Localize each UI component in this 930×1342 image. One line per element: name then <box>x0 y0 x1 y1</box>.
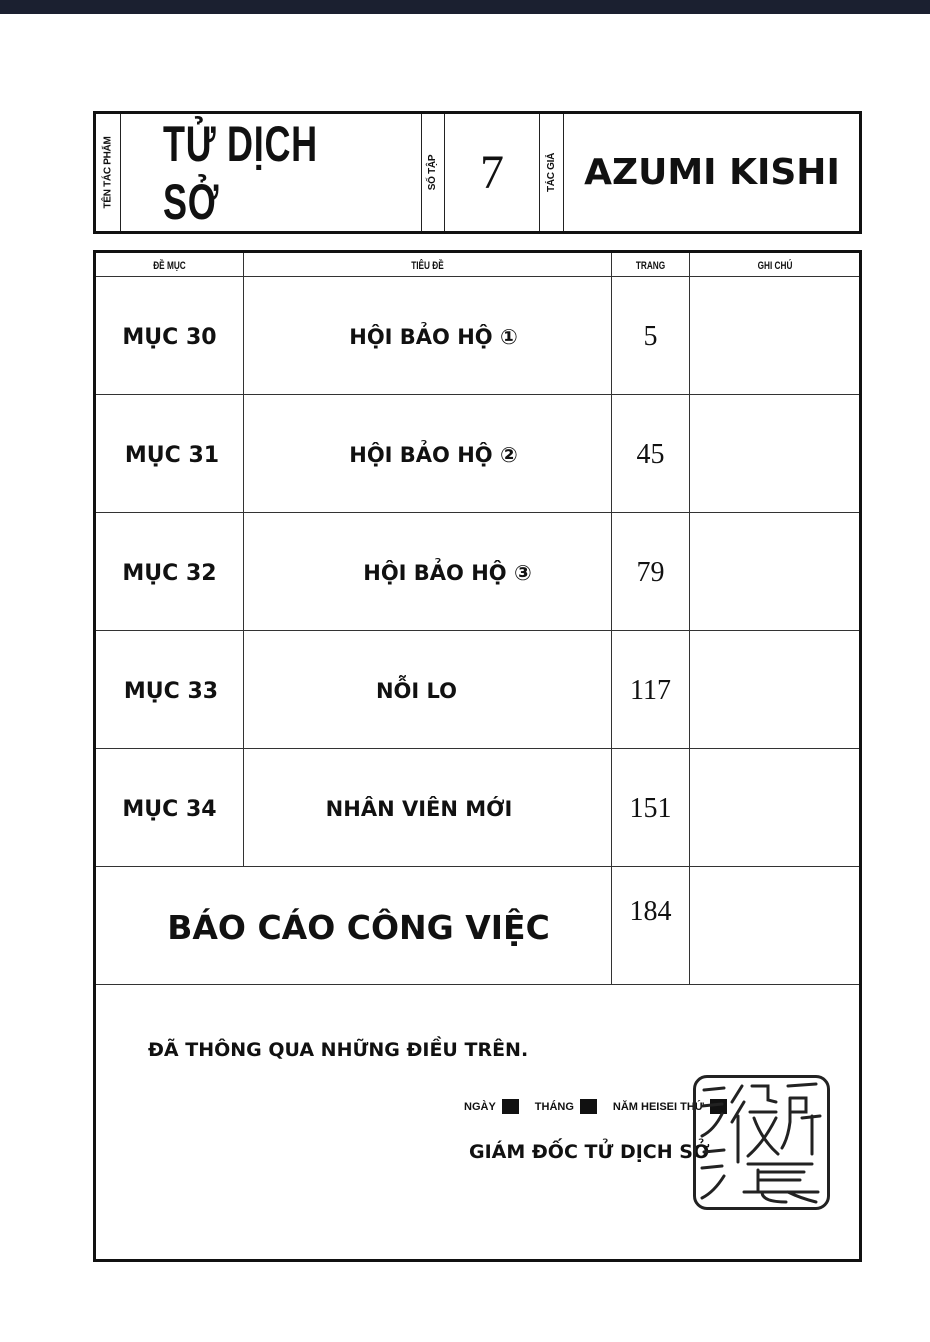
redaction-box <box>579 1099 597 1114</box>
work-title-cell: TỬ DỊCH SỞ <box>121 114 421 231</box>
signature-title: GIÁM ĐỐC TỬ DỊCH SỞ <box>469 1141 710 1163</box>
author-cell: AZUMI KISHI <box>564 114 860 231</box>
seal-stamp <box>693 1075 830 1210</box>
author-label-cell: TÁC GIẢ <box>540 114 562 231</box>
work-title: TỬ DỊCH SỞ <box>163 115 318 230</box>
chapter-title: NỖI LO <box>375 679 458 703</box>
page-number: 151 <box>629 793 672 824</box>
chapter-number: MỤC 34 <box>122 796 217 822</box>
page-number: 117 <box>630 675 671 706</box>
work-label-cell: TÊN TÁC PHẨM <box>96 114 120 231</box>
column-header-chapter: ĐỀ MỤC <box>153 259 186 272</box>
top-bar <box>0 0 930 14</box>
volume-label: SỐ TẬP <box>427 154 439 191</box>
chapter-title: HỘI BẢO HỘ ① <box>349 325 518 349</box>
year-label: NĂM HEISEI THỨ <box>612 1100 704 1113</box>
volume-number: 7 <box>480 146 504 199</box>
page-number: 184 <box>629 896 672 927</box>
volume-label-cell: SỐ TẬP <box>422 114 444 231</box>
approval-text: ĐÃ THÔNG QUA NHỮNG ĐIỀU TRÊN. <box>148 1039 529 1061</box>
column-header-note: GHI CHÚ <box>757 259 793 272</box>
page-number: 79 <box>636 557 665 588</box>
chapter-number: MỤC 32 <box>122 560 217 586</box>
author-label: TÁC GIẢ <box>545 152 557 193</box>
redaction-box <box>501 1099 519 1114</box>
extra-title: BÁO CÁO CÔNG VIỆC <box>167 907 550 947</box>
work-label: TÊN TÁC PHẨM <box>102 136 114 209</box>
column-header-page: TRANG <box>635 259 666 272</box>
author-name: AZUMI KISHI <box>584 152 840 193</box>
header-box: TÊN TÁC PHẨM TỬ DỊCH SỞ SỐ TẬP 7 TÁC GIẢ… <box>93 111 862 234</box>
page-number: 5 <box>643 321 658 352</box>
day-label: NGÀY <box>464 1100 496 1113</box>
chapter-number: MỤC 30 <box>122 324 217 350</box>
chapter-title: HỘI BẢO HỘ ② <box>349 443 518 467</box>
chapter-number: MỤC 33 <box>123 678 219 704</box>
chapter-title: HỘI BẢO HỘ ③ <box>363 561 532 585</box>
month-label: THÁNG <box>534 1100 574 1113</box>
chapter-number: MỤC 31 <box>124 442 220 468</box>
date-line: NGÀY THÁNG NĂM HEISEI THỨ <box>464 1099 737 1114</box>
contents-table: ĐỀ MỤC TIÊU ĐỀ TRANG GHI CHÚ MỤC 30 HỘI … <box>93 250 862 1262</box>
chapter-title: NHÂN VIÊN MỚI <box>325 797 513 821</box>
column-header-title: TIÊU ĐỀ <box>411 259 444 272</box>
page-number: 45 <box>636 439 665 470</box>
volume-cell: 7 <box>445 114 539 231</box>
